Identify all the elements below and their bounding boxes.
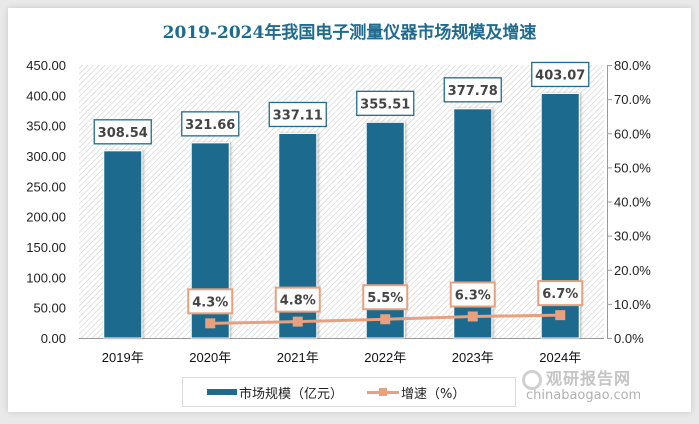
x-tick-label: 2019年 — [102, 350, 144, 365]
line-marker — [292, 316, 303, 327]
bar — [103, 150, 143, 339]
bar-data-label: 355.51 — [360, 97, 410, 112]
line-series — [205, 310, 566, 329]
line-label-box — [537, 280, 584, 307]
legend-label-growth: 增速（%） — [401, 386, 466, 402]
chart-title: 2019-2024年我国电子测量仪器市场规模及增速 — [162, 23, 537, 43]
line-marker — [467, 311, 478, 322]
bar-label-box — [268, 101, 327, 128]
legend-label-market-size: 市场规模（亿元） — [239, 386, 344, 402]
bar-data-label: 308.54 — [98, 126, 148, 141]
y-left-tick-label: 250.00 — [26, 179, 66, 194]
bar-data-label: 403.07 — [535, 68, 585, 83]
legend-item-growth[interactable]: 增速（%） — [367, 383, 465, 402]
line-data-label: 5.5% — [367, 291, 403, 306]
y-right-tick-label: 40.0% — [614, 195, 651, 210]
line-data-labels: 4.3% 4.8% 5.5% 6.3% 6.7% — [187, 280, 584, 315]
y-axis-left: 0.00 50.00 100.00 150.00 200.00 250.00 300.00 3… — [26, 58, 66, 346]
line-data-label: 6.3% — [455, 289, 491, 304]
legend: 市场规模（亿元） 增速（%） — [182, 377, 516, 407]
y-left-tick-label: 200.00 — [26, 210, 66, 225]
y-right-tick-label: 10.0% — [614, 297, 651, 312]
y-right-tick-label: 30.0% — [614, 229, 651, 244]
x-tick-label: 2022年 — [364, 350, 406, 365]
bar-label-box — [443, 77, 502, 103]
plot-area — [79, 65, 608, 339]
y-left-tick-label: 350.00 — [26, 119, 66, 134]
legend-item-market-size[interactable]: 市场规模（亿元） — [207, 383, 343, 402]
line-label-box — [362, 284, 409, 311]
bar-label-box — [531, 61, 590, 88]
y-right-tick-label: 60.0% — [614, 126, 651, 141]
y-right-tick-label: 20.0% — [614, 263, 651, 278]
line-data-label: 4.3% — [192, 295, 228, 310]
x-tick-label: 2021年 — [277, 350, 319, 365]
y-left-tick-label: 100.00 — [26, 270, 66, 285]
bar-data-label: 321.66 — [185, 118, 235, 133]
bar-label-box — [93, 119, 152, 145]
y-right-tick-label: 50.0% — [614, 160, 651, 175]
x-tick-label: 2024年 — [539, 350, 581, 365]
bar-label-box — [356, 90, 415, 116]
line-label-box — [449, 281, 496, 308]
bar-data-label: 377.78 — [448, 84, 498, 99]
y-left-tick-label: 150.00 — [26, 240, 66, 255]
x-axis: 2019年 2020年 2021年 2022年 2023年 2024年 — [102, 350, 581, 365]
plot-background — [79, 65, 604, 338]
line-marker — [205, 318, 216, 329]
bar-data-labels: 308.54 321.66 337.11 355.51 377.78 403.07 — [93, 61, 590, 145]
line-label-box — [187, 288, 234, 315]
y-axis-right: 0.0% 10.0% 20.0% 30.0% 40.0% 50.0% 60.0% 70.0% 8… — [607, 58, 651, 346]
bar-data-label: 337.11 — [273, 108, 323, 123]
x-tick-label: 2023年 — [452, 350, 494, 365]
line-data-label: 4.8% — [280, 294, 316, 309]
y-right-tick-label: 0.0% — [614, 331, 644, 346]
y-left-tick-label: 450.00 — [26, 58, 66, 73]
y-left-tick-label: 400.00 — [26, 88, 66, 103]
y-right-tick-label: 70.0% — [614, 92, 651, 107]
y-left-tick-label: 50.00 — [33, 301, 66, 316]
y-left-tick-label: 300.00 — [26, 149, 66, 164]
line-marker — [380, 314, 391, 325]
line-data-label: 6.7% — [542, 287, 578, 302]
y-right-tick-label: 80.0% — [614, 58, 651, 73]
legend-line-marker-icon — [367, 386, 400, 398]
y-left-tick-label: 0.00 — [41, 331, 66, 346]
legend-bar-swatch-icon — [207, 389, 237, 395]
line-marker — [555, 310, 566, 321]
x-tick-label: 2020年 — [189, 350, 231, 365]
line-label-box — [274, 286, 321, 313]
bar-label-box — [181, 111, 240, 137]
